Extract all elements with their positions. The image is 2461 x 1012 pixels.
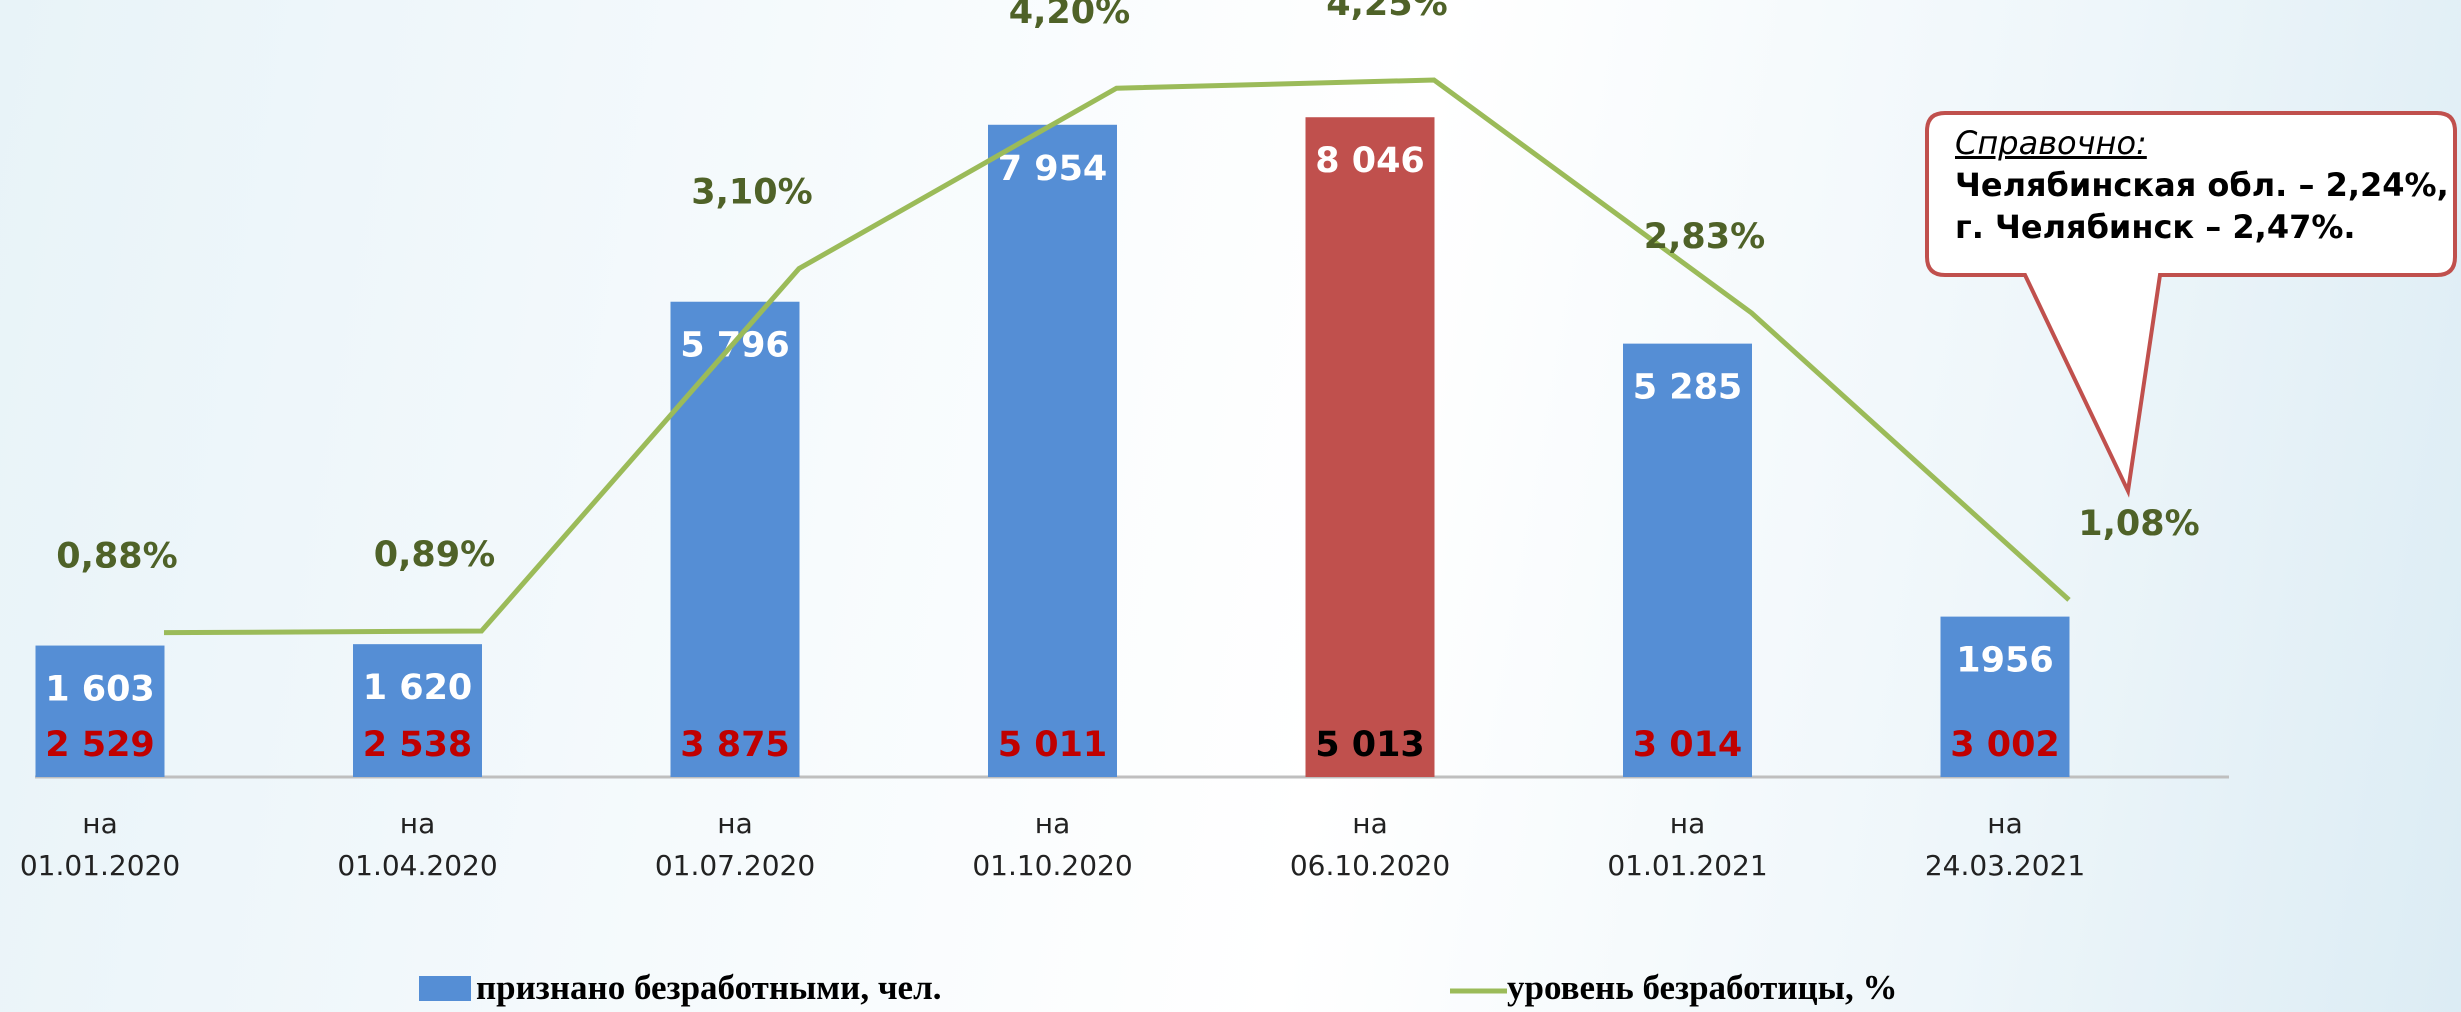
legend-label: признано безработными, чел. <box>476 968 941 1007</box>
annotation-line: Челябинская обл. – 2,24%, <box>1955 166 2449 204</box>
x-tick-label: на 06.10.2020 <box>1289 807 1451 882</box>
bar-value-label: 1 620 <box>363 668 473 708</box>
inner-label: 3 002 <box>1950 725 2060 765</box>
x-tick-label: на 01.01.2020 <box>19 807 181 882</box>
bar <box>353 644 482 777</box>
inner-label: 2 538 <box>363 725 473 765</box>
x-tick-label: на 01.04.2020 <box>337 807 498 882</box>
line <box>163 77 2071 636</box>
bar-value-label: 8 046 <box>1315 141 1425 181</box>
bar <box>1623 343 1752 777</box>
x-tick-label: на 01.10.2020 <box>972 807 1133 882</box>
line-value-label: 2,83% <box>1644 217 1765 257</box>
bar <box>1305 117 1435 777</box>
inner-label: 5 013 <box>1315 725 1425 765</box>
legend-label: уровень безработицы, % <box>1507 968 1898 1007</box>
inner-label: 2 529 <box>45 725 155 765</box>
line-value-label: 4,20% <box>1009 0 1130 32</box>
annotation: Справочно: Челябинская обл. – 2,24%, г. … <box>1955 122 2449 248</box>
bar-value-label: 7 954 <box>998 149 1108 189</box>
inner-label: 5 011 <box>998 725 1108 765</box>
bar <box>1940 616 2070 777</box>
line-value-label: 3,10% <box>691 173 812 213</box>
annotation-heading: Справочно: <box>1955 124 2147 162</box>
bar <box>35 645 165 777</box>
x-tick-label: на 24.03.2021 <box>1924 807 2086 882</box>
bar-value-label: 1 603 <box>45 670 155 710</box>
inner-label: 3 014 <box>1633 725 1743 765</box>
line-value-label: 1,08% <box>2078 504 2199 544</box>
x-tick-label: на 01.01.2021 <box>1607 807 1768 882</box>
legend-swatch <box>419 976 471 1001</box>
line-value-label: 4,25% <box>1326 0 1447 24</box>
bar-value-label: 5 796 <box>680 326 790 366</box>
bar <box>988 124 1117 778</box>
inner-label: 3 875 <box>680 725 790 765</box>
callout <box>1925 111 2457 498</box>
x-tick-label: на 01.07.2020 <box>654 807 816 882</box>
line-value-label: 0,89% <box>374 535 495 575</box>
annotation-line: г. Челябинск – 2,47%. <box>1955 208 2356 246</box>
line-value-label: 0,88% <box>56 537 177 577</box>
bar <box>670 301 800 777</box>
bar-value-label: 5 285 <box>1633 368 1743 408</box>
bar-value-label: 1956 <box>1956 641 2053 681</box>
